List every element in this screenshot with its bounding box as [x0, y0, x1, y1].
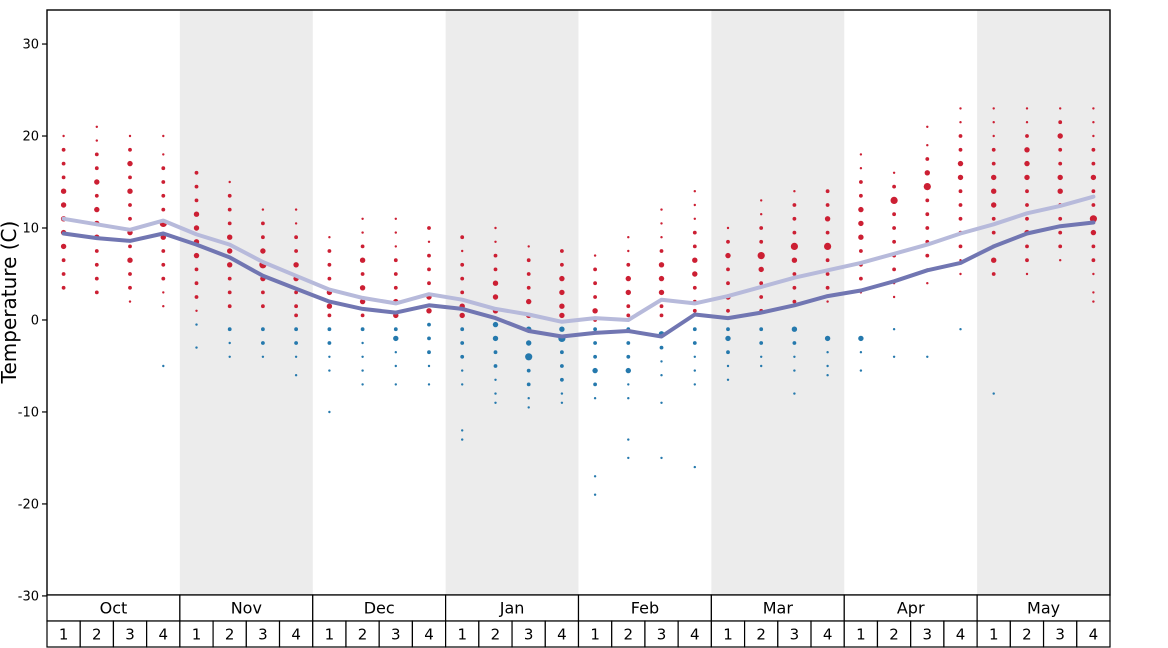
week-cell: [677, 620, 712, 648]
week-cell: [146, 620, 181, 648]
week-label: 1: [192, 626, 202, 644]
upper-average-line: [61, 194, 1096, 324]
week-label: 1: [723, 626, 733, 644]
week-cell: [743, 620, 779, 648]
week-cell: [710, 620, 746, 648]
week-cell: [777, 620, 812, 648]
week-label: 4: [823, 626, 833, 644]
week-cell: [611, 620, 646, 648]
month-row: Oct Nov Dec Jan Feb Mar Apr May: [46, 594, 1111, 622]
week-label: 4: [557, 626, 567, 644]
month-cell: [445, 594, 580, 622]
week-label: 4: [158, 626, 168, 644]
week-label: 3: [524, 626, 534, 644]
y-tick-label: 20: [22, 130, 39, 145]
week-label: 3: [125, 626, 135, 644]
week-cell: [411, 620, 447, 648]
y-tick-label: 10: [22, 221, 39, 236]
week-cell: [511, 620, 546, 648]
month-label: Dec: [364, 599, 395, 618]
red-dots: [60, 107, 1097, 322]
month-label: Feb: [631, 599, 659, 618]
blue-dots: [162, 321, 995, 496]
month-label: Mar: [763, 599, 794, 618]
week-label: 1: [989, 626, 999, 644]
week-label: 2: [756, 626, 766, 644]
week-cell: [1076, 620, 1111, 648]
y-axis-title: Temperature (C): [0, 221, 21, 385]
week-cell: [876, 620, 912, 648]
shaded-band: [711, 10, 845, 595]
week-label: 2: [358, 626, 368, 644]
week-label: 3: [258, 626, 268, 644]
week-label: 2: [624, 626, 634, 644]
week-label: 3: [657, 626, 667, 644]
y-tick-label: 30: [22, 38, 39, 53]
week-label: 1: [856, 626, 866, 644]
week-label: 1: [457, 626, 467, 644]
week-label: 3: [923, 626, 933, 644]
week-label: 3: [1055, 626, 1065, 644]
week-label: 4: [291, 626, 301, 644]
week-label: 2: [225, 626, 235, 644]
week-label: 4: [956, 626, 966, 644]
shaded-band: [179, 10, 313, 595]
month-cell: [179, 594, 314, 622]
y-tick-label: 0: [31, 313, 39, 328]
week-cell: [112, 620, 148, 648]
lower-average-line: [61, 220, 1096, 339]
y-tick-label: -30: [18, 589, 39, 604]
month-cell: [710, 594, 845, 622]
week-cell: [1042, 620, 1078, 648]
week-label: 3: [790, 626, 800, 644]
week-label: 1: [325, 626, 335, 644]
week-label: 4: [424, 626, 434, 644]
week-label: 1: [59, 626, 69, 644]
week-cell: [79, 620, 115, 648]
month-label: Nov: [231, 599, 262, 618]
week-label: 3: [391, 626, 401, 644]
month-label: May: [1027, 599, 1060, 618]
y-axis-ticks: 30 20 10 0 -10 -20 -30: [18, 38, 47, 604]
month-label: Oct: [100, 599, 128, 618]
month-label: Apr: [897, 599, 925, 618]
month-cell: [577, 594, 712, 622]
week-label: 4: [1089, 626, 1099, 644]
week-label: 4: [690, 626, 700, 644]
week-cell: [943, 620, 978, 648]
week-cell: [345, 620, 380, 648]
y-tick-label: -10: [18, 405, 39, 420]
week-cell: [976, 620, 1011, 648]
shaded-band: [977, 10, 1110, 595]
week-cell: [445, 620, 480, 648]
week-cell: [544, 620, 580, 648]
month-cell: [312, 594, 447, 622]
week-label: 2: [889, 626, 899, 644]
y-tick-label: -20: [18, 497, 39, 512]
month-shading-bands: [179, 10, 1110, 595]
week-label: 2: [92, 626, 102, 644]
week-label: 2: [1022, 626, 1032, 644]
month-cell: [976, 594, 1111, 622]
week-label: 1: [590, 626, 600, 644]
month-label: Jan: [499, 599, 525, 618]
week-label: 2: [491, 626, 501, 644]
week-cell: [577, 620, 613, 648]
week-cell: [179, 620, 214, 648]
week-row: 1 2 3 4 1 2 3 4 1 2 3 4 1 2 3 4 1 2 3 4 1 2 3 4 1 2 3 4 1 2 3 4: [46, 620, 1111, 648]
